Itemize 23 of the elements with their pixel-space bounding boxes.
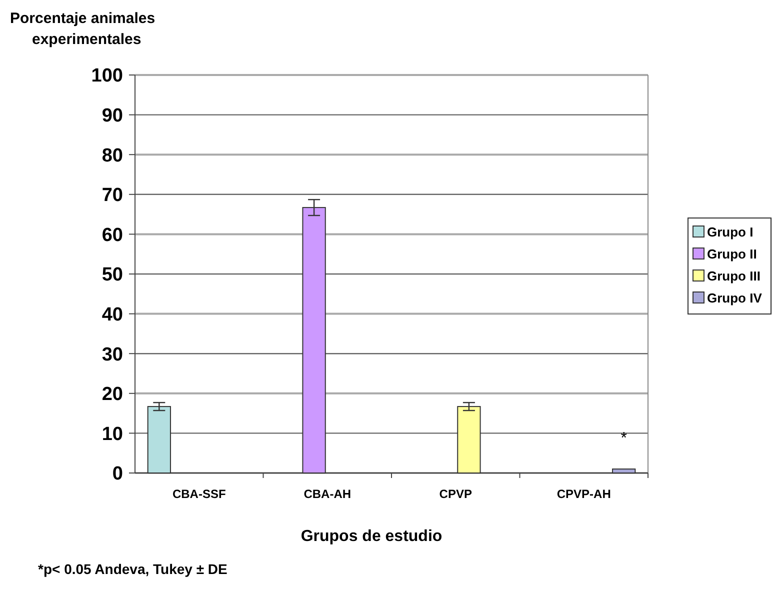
y-tick-label: 80 — [102, 145, 123, 166]
y-tick-label: 20 — [102, 384, 123, 406]
x-tick-label: CPVP — [439, 487, 472, 501]
y-tick-label: 100 — [91, 66, 123, 87]
y-tick-label: 60 — [102, 224, 123, 246]
x-axis-title: Grupos de estudio — [300, 528, 442, 545]
legend-label: Grupo II — [707, 246, 757, 262]
y-axis-title: Porcentaje animales experimentales — [10, 10, 156, 48]
x-tick-label: CPVP-AH — [556, 487, 611, 501]
y-tick-label: 50 — [102, 264, 123, 286]
legend-label: Grupo IV — [707, 290, 762, 306]
x-tick-label: CBA-AH — [304, 487, 352, 501]
annotation: * — [620, 430, 627, 447]
y-tick-label: 30 — [102, 344, 123, 366]
y-tick-label: 90 — [102, 105, 123, 126]
text: *p< 0.05 Andeva, Tukey ± DE — [38, 561, 228, 577]
y-tick-label: 0 — [112, 464, 123, 485]
y-tick-label: 10 — [102, 424, 123, 445]
x-tick-label: CBA-SSF — [172, 487, 226, 501]
y-tick-label: 40 — [102, 304, 123, 326]
legend-label: Grupo III — [707, 268, 760, 284]
legend-label: Grupo I — [707, 224, 754, 240]
y-tick-label: 70 — [102, 185, 123, 206]
